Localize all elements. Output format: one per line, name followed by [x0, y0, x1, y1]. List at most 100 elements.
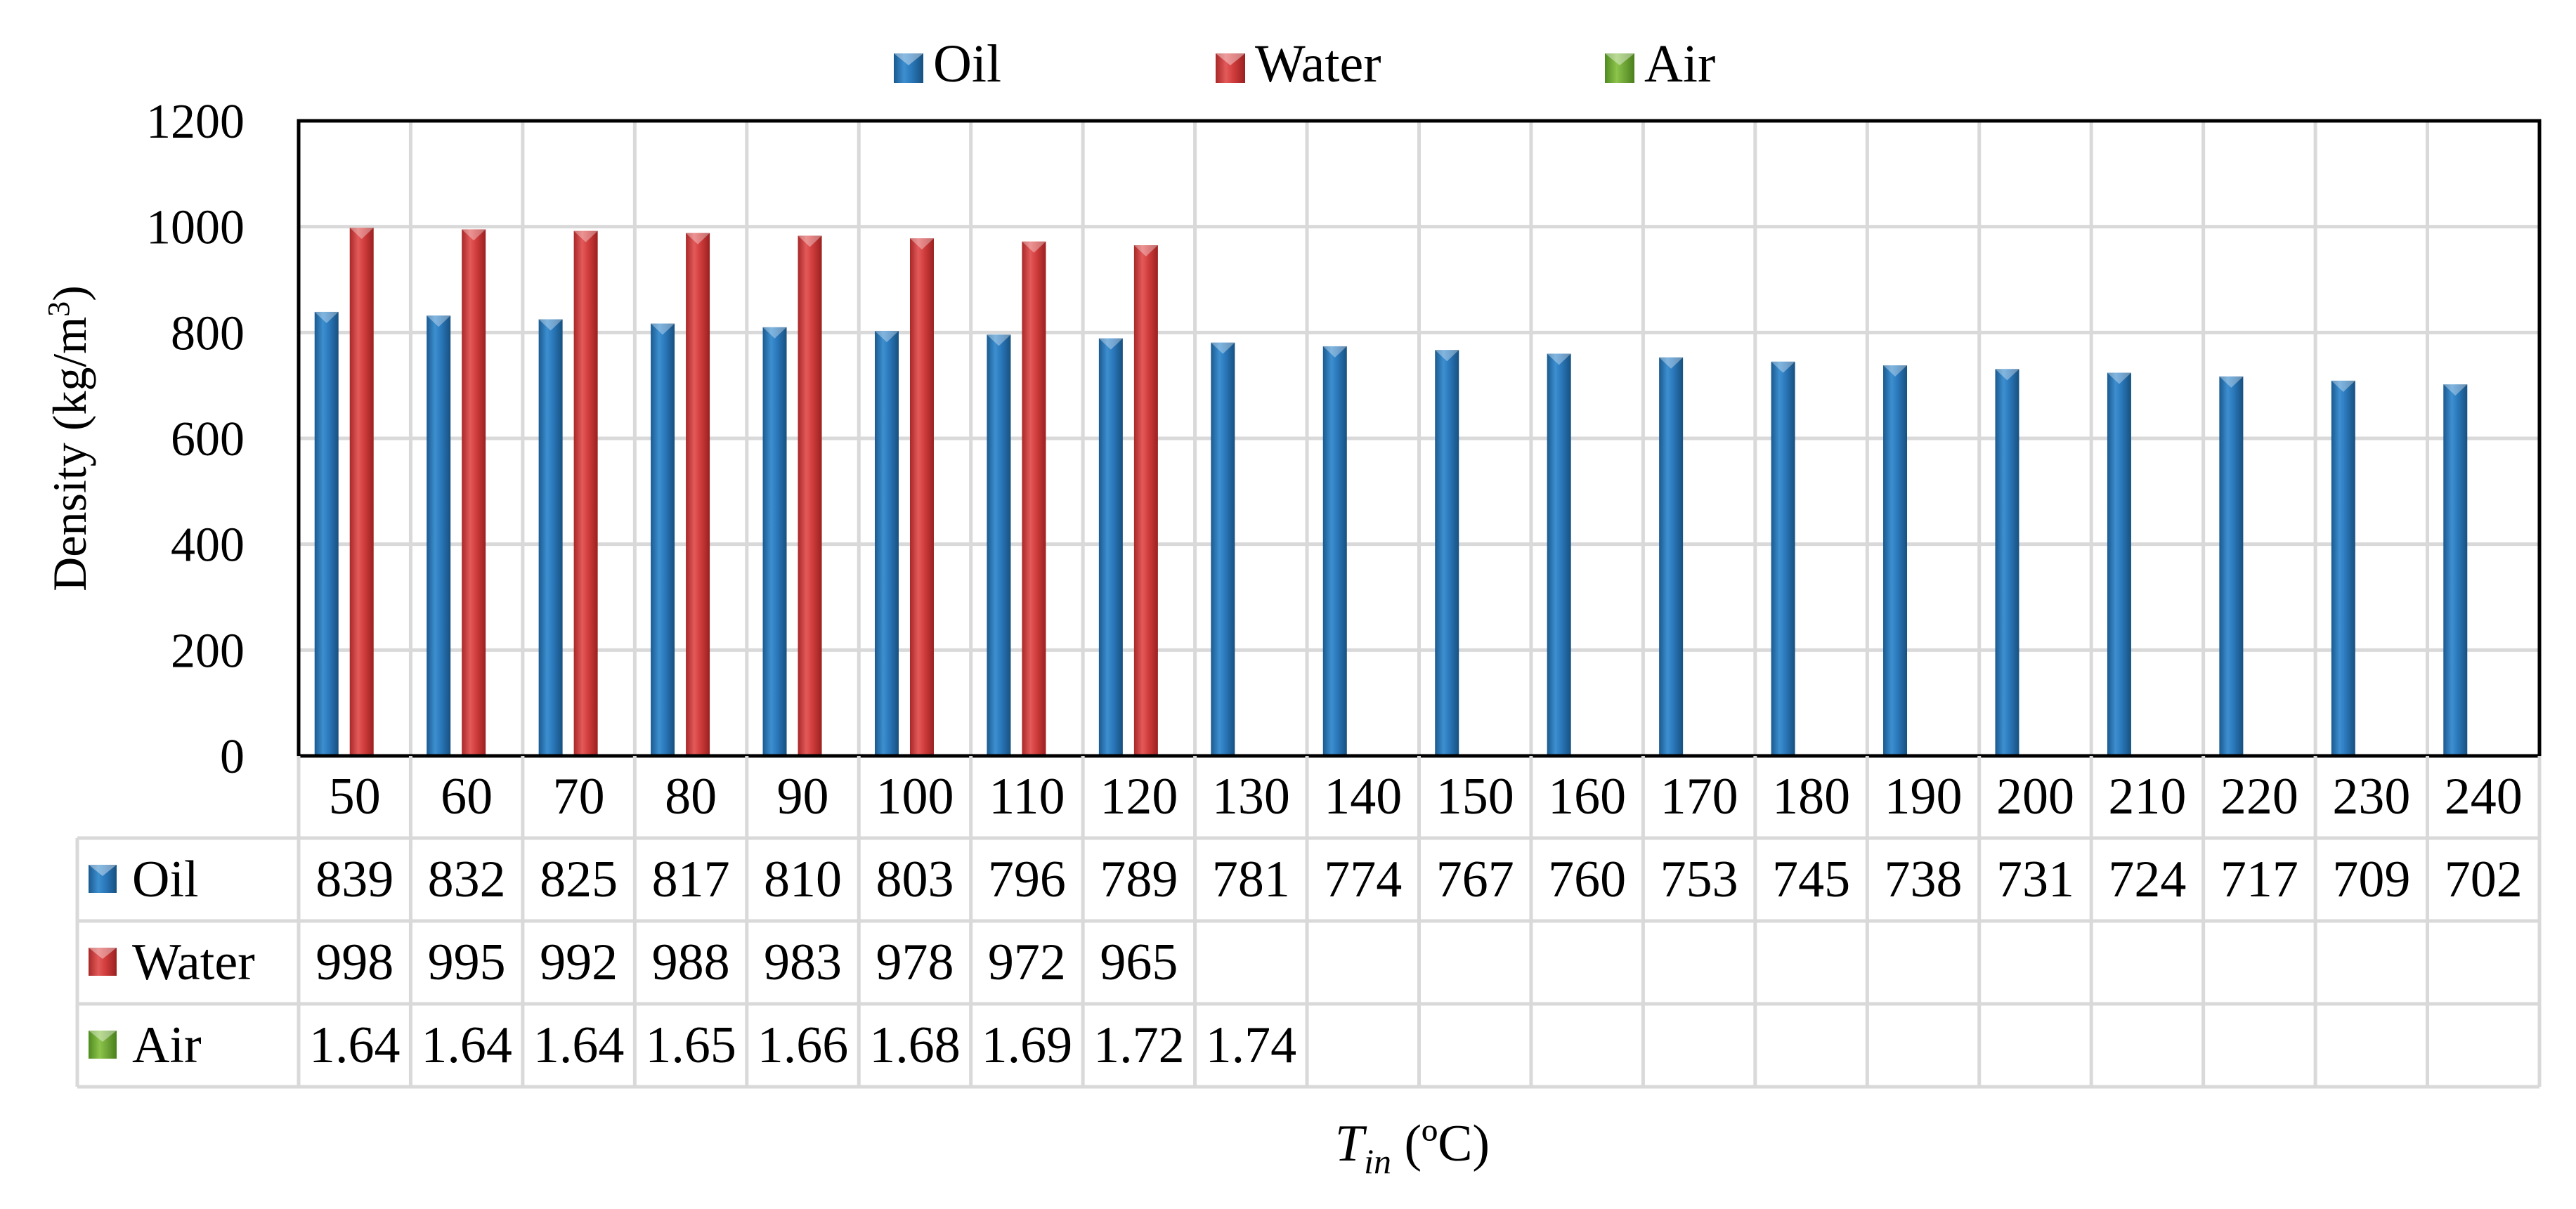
bar-oil-160 — [1547, 353, 1571, 756]
bar-oil-190 — [1883, 365, 1908, 756]
table-cell-oil: 753 — [1660, 851, 1738, 908]
bar-body — [2107, 372, 2131, 756]
table-cell-oil: 789 — [1100, 851, 1178, 908]
y-axis-title-sup: 3 — [41, 301, 76, 317]
x-tick-label: 110 — [989, 768, 1065, 825]
table-cell-oil: 839 — [316, 851, 393, 908]
bar-bevel — [314, 311, 339, 323]
x-tick-label: 90 — [777, 768, 829, 825]
table-cell-oil: 731 — [1996, 851, 2074, 908]
x-axis-title-sub: in — [1364, 1142, 1391, 1181]
bar-body — [2219, 376, 2244, 756]
table-cell-air: 1.69 — [982, 1017, 1073, 1074]
y-tick-label: 800 — [171, 306, 245, 360]
y-tick-label: 0 — [220, 730, 245, 784]
bar-water-110 — [1022, 241, 1046, 756]
x-tick-label: 70 — [553, 768, 605, 825]
legend-item-water: Water — [1216, 34, 1381, 93]
table-cell-oil: 825 — [540, 851, 618, 908]
table-key-oil — [89, 865, 117, 893]
table-key-bevel — [89, 948, 117, 959]
bar-bevel — [1659, 357, 1684, 369]
bar-body — [1022, 241, 1046, 756]
bar-bevel — [874, 331, 899, 343]
bar-body — [573, 230, 598, 756]
table-key-air — [89, 1031, 117, 1059]
bar-oil-50 — [314, 311, 339, 756]
legend-swatch-bevel — [1605, 53, 1634, 65]
bar-body — [1435, 350, 1459, 756]
legend-swatch — [1216, 53, 1245, 83]
legend-label: Air — [1644, 34, 1715, 93]
bar-body — [798, 235, 822, 756]
x-tick-label: 200 — [1996, 768, 2074, 825]
table-cell-oil: 745 — [1772, 851, 1850, 908]
legend-label: Water — [1255, 34, 1381, 93]
x-tick-label: 180 — [1772, 768, 1850, 825]
x-tick-label: 190 — [1885, 768, 1963, 825]
table-cell-oil: 774 — [1324, 851, 1402, 908]
x-tick-label: 240 — [2445, 768, 2523, 825]
y-tick-label: 200 — [171, 624, 245, 678]
bar-bevel — [573, 230, 598, 242]
bar-bevel — [427, 315, 451, 327]
x-tick-label: 210 — [2108, 768, 2186, 825]
bar-bevel — [2219, 376, 2244, 388]
x-tick-label: 60 — [441, 768, 493, 825]
table-row-label-oil: Oil — [132, 851, 199, 908]
bar-water-50 — [349, 228, 374, 756]
bar-body — [909, 238, 934, 756]
bar-body — [462, 229, 486, 756]
y-tick-label: 400 — [171, 518, 245, 573]
bar-oil-120 — [1098, 338, 1123, 756]
bar-bevel — [1133, 245, 1158, 257]
bar-oil-200 — [1995, 369, 2019, 756]
table-cell-water: 992 — [540, 934, 618, 991]
bar-water-100 — [909, 238, 934, 756]
table-cell-air: 1.64 — [533, 1017, 625, 1074]
bar-body — [1659, 357, 1684, 756]
bar-body — [314, 311, 339, 756]
bar-bevel — [2331, 380, 2355, 392]
legend-swatch — [894, 53, 923, 83]
bar-oil-230 — [2331, 380, 2355, 756]
legend-label: Oil — [933, 34, 1001, 93]
y-axis-title-prefix: Density (kg/m — [43, 317, 96, 592]
bar-bevel — [1547, 353, 1571, 365]
x-tick-label: 230 — [2332, 768, 2410, 825]
bar-body — [349, 228, 374, 756]
bar-body — [1995, 369, 2019, 756]
table-key-swatch — [89, 865, 117, 893]
bar-bevel — [798, 235, 822, 247]
bar-body — [1547, 353, 1571, 756]
bar-body — [1322, 346, 1347, 756]
x-tick-label: 150 — [1436, 768, 1514, 825]
bar-bevel — [538, 319, 563, 331]
bar-oil-100 — [874, 331, 899, 756]
y-axis-title-suffix: ) — [43, 285, 96, 301]
table-cell-air: 1.66 — [757, 1017, 849, 1074]
table-cell-air: 1.65 — [645, 1017, 736, 1074]
bar-oil-220 — [2219, 376, 2244, 756]
bar-oil-90 — [762, 327, 787, 756]
table-cell-air: 1.72 — [1093, 1017, 1185, 1074]
bar-oil-240 — [2443, 384, 2468, 756]
bar-bevel — [2443, 384, 2468, 396]
bar-bevel — [686, 233, 710, 244]
bar-bevel — [1883, 365, 1908, 377]
bar-oil-110 — [987, 334, 1011, 756]
bar-body — [1771, 361, 1795, 756]
table-cell-oil: 781 — [1212, 851, 1290, 908]
bar-bevel — [2107, 372, 2131, 384]
bar-water-70 — [573, 230, 598, 756]
table-cell-oil: 760 — [1548, 851, 1626, 908]
bar-body — [762, 327, 787, 756]
table-cell-air: 1.64 — [309, 1017, 401, 1074]
table-cell-oil: 738 — [1885, 851, 1963, 908]
bar-bevel — [909, 238, 934, 250]
bar-bevel — [462, 229, 486, 241]
legend-item-air: Air — [1605, 34, 1715, 93]
bar-oil-70 — [538, 319, 563, 756]
bar-water-90 — [798, 235, 822, 756]
bar-oil-210 — [2107, 372, 2131, 756]
